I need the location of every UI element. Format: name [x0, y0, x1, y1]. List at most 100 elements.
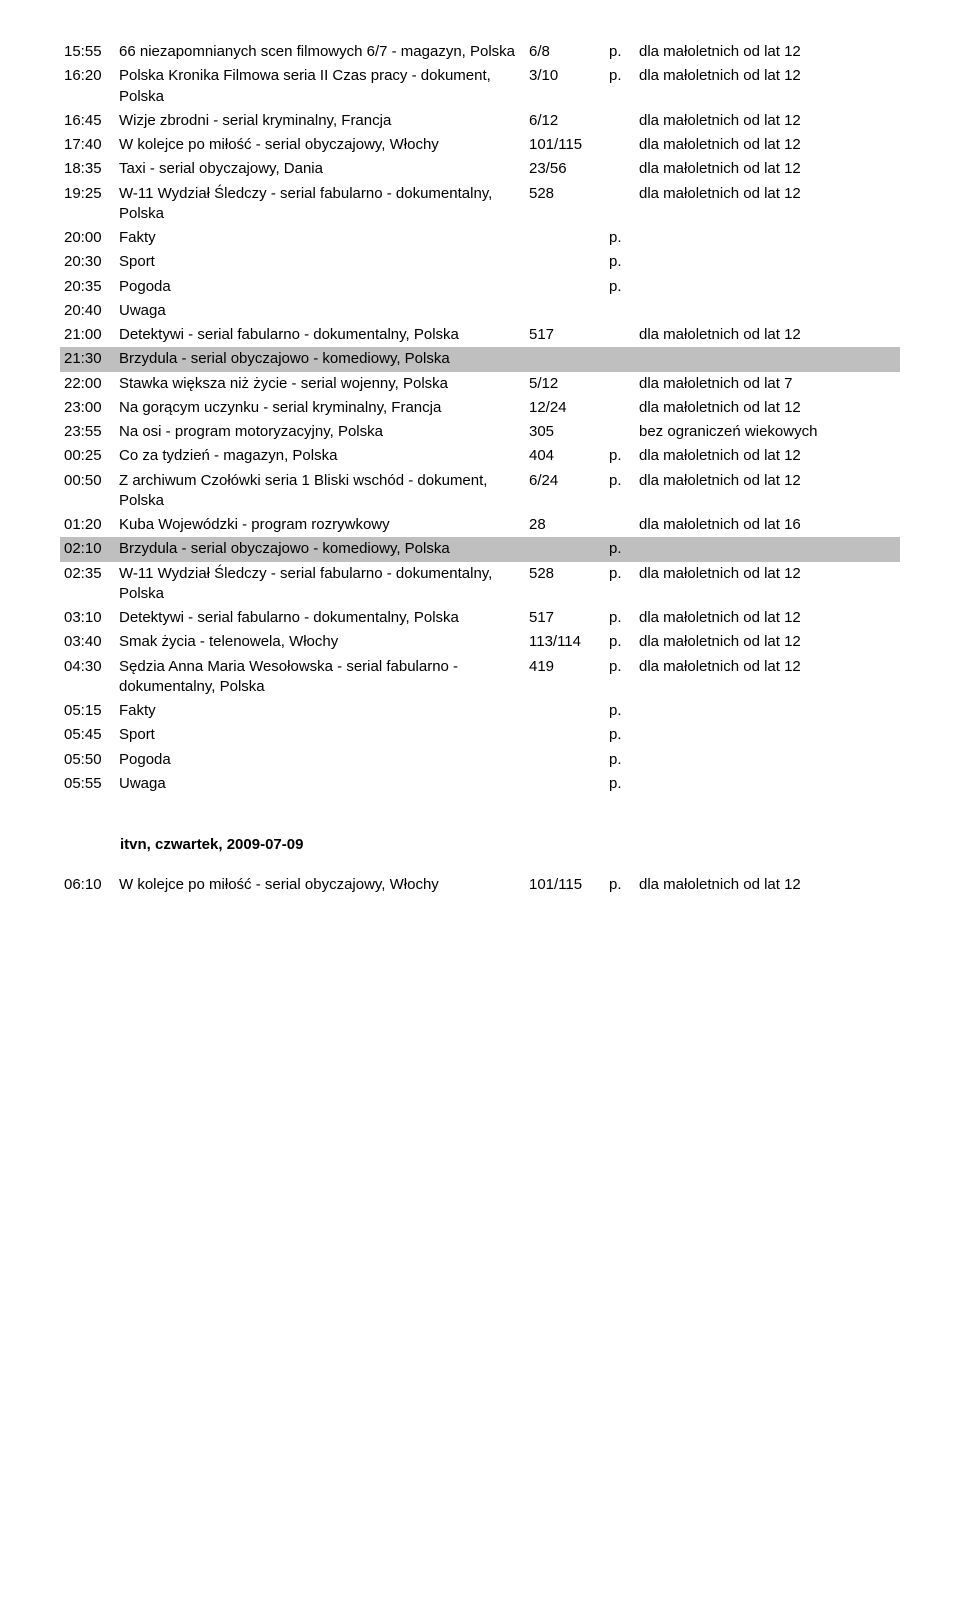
- rating-cell: [635, 347, 900, 371]
- time-cell: 15:55: [60, 40, 115, 64]
- rating-cell: dla małoletnich od lat 7: [635, 372, 900, 396]
- episode-cell: 528: [525, 562, 605, 607]
- premiere-flag-cell: p.: [605, 275, 635, 299]
- premiere-flag-cell: p.: [605, 699, 635, 723]
- schedule-row: 15:5566 niezapomnianych scen filmowych 6…: [60, 40, 900, 64]
- premiere-flag-cell: p.: [605, 748, 635, 772]
- rating-cell: dla małoletnich od lat 12: [635, 396, 900, 420]
- rating-cell: [635, 299, 900, 323]
- title-cell: 66 niezapomnianych scen filmowych 6/7 - …: [115, 40, 525, 64]
- premiere-flag-cell: [605, 157, 635, 181]
- title-cell: Na gorącym uczynku - serial kryminalny, …: [115, 396, 525, 420]
- rating-cell: dla małoletnich od lat 12: [635, 40, 900, 64]
- schedule-row: 16:45Wizje zbrodni - serial kryminalny, …: [60, 109, 900, 133]
- episode-cell: [525, 772, 605, 796]
- premiere-flag-cell: p.: [605, 250, 635, 274]
- episode-cell: 305: [525, 420, 605, 444]
- schedule-row: 00:50Z archiwum Czołówki seria 1 Bliski …: [60, 469, 900, 514]
- schedule-row: 23:55Na osi - program motoryzacyjny, Pol…: [60, 420, 900, 444]
- episode-cell: [525, 347, 605, 371]
- title-cell: W kolejce po miłość - serial obyczajowy,…: [115, 873, 525, 897]
- schedule-row: 20:30Sportp.: [60, 250, 900, 274]
- rating-cell: dla małoletnich od lat 12: [635, 606, 900, 630]
- premiere-flag-cell: [605, 133, 635, 157]
- title-cell: W-11 Wydział Śledczy - serial fabularno …: [115, 562, 525, 607]
- premiere-flag-cell: [605, 109, 635, 133]
- episode-cell: [525, 699, 605, 723]
- schedule-row: 18:35Taxi - serial obyczajowy, Dania23/5…: [60, 157, 900, 181]
- rating-cell: [635, 537, 900, 561]
- episode-cell: 3/10: [525, 64, 605, 109]
- episode-cell: 528: [525, 182, 605, 227]
- title-cell: Pogoda: [115, 748, 525, 772]
- time-cell: 05:45: [60, 723, 115, 747]
- premiere-flag-cell: [605, 396, 635, 420]
- title-cell: Stawka większa niż życie - serial wojenn…: [115, 372, 525, 396]
- rating-cell: [635, 699, 900, 723]
- time-cell: 00:25: [60, 444, 115, 468]
- schedule-row: 17:40W kolejce po miłość - serial obycza…: [60, 133, 900, 157]
- schedule-row: 22:00Stawka większa niż życie - serial w…: [60, 372, 900, 396]
- time-cell: 20:40: [60, 299, 115, 323]
- time-cell: 21:00: [60, 323, 115, 347]
- episode-cell: 23/56: [525, 157, 605, 181]
- title-cell: Smak życia - telenowela, Włochy: [115, 630, 525, 654]
- rating-cell: dla małoletnich od lat 12: [635, 64, 900, 109]
- schedule-row: 02:35W-11 Wydział Śledczy - serial fabul…: [60, 562, 900, 607]
- title-cell: Brzydula - serial obyczajowo - komediowy…: [115, 347, 525, 371]
- title-cell: Polska Kronika Filmowa seria II Czas pra…: [115, 64, 525, 109]
- schedule-row: 21:00Detektywi - serial fabularno - doku…: [60, 323, 900, 347]
- schedule-row: 23:00Na gorącym uczynku - serial krymina…: [60, 396, 900, 420]
- time-cell: 21:30: [60, 347, 115, 371]
- title-cell: W-11 Wydział Śledczy - serial fabularno …: [115, 182, 525, 227]
- title-cell: Co za tydzień - magazyn, Polska: [115, 444, 525, 468]
- episode-cell: 517: [525, 323, 605, 347]
- rating-cell: dla małoletnich od lat 12: [635, 444, 900, 468]
- time-cell: 16:45: [60, 109, 115, 133]
- schedule-row: 01:20Kuba Wojewódzki - program rozrywkow…: [60, 513, 900, 537]
- time-cell: 06:10: [60, 873, 115, 897]
- premiere-flag-cell: [605, 372, 635, 396]
- rating-cell: dla małoletnich od lat 12: [635, 133, 900, 157]
- title-cell: Sędzia Anna Maria Wesołowska - serial fa…: [115, 655, 525, 700]
- schedule-row: 06:10W kolejce po miłość - serial obycza…: [60, 873, 900, 897]
- schedule-row: 02:10Brzydula - serial obyczajowo - kome…: [60, 537, 900, 561]
- time-cell: 00:50: [60, 469, 115, 514]
- title-cell: Detektywi - serial fabularno - dokumenta…: [115, 606, 525, 630]
- episode-cell: 6/12: [525, 109, 605, 133]
- title-cell: Fakty: [115, 699, 525, 723]
- time-cell: 16:20: [60, 64, 115, 109]
- time-cell: 04:30: [60, 655, 115, 700]
- episode-cell: 6/24: [525, 469, 605, 514]
- rating-cell: [635, 772, 900, 796]
- premiere-flag-cell: p.: [605, 655, 635, 700]
- rating-cell: dla małoletnich od lat 16: [635, 513, 900, 537]
- premiere-flag-cell: p.: [605, 444, 635, 468]
- premiere-flag-cell: p.: [605, 537, 635, 561]
- episode-cell: 5/12: [525, 372, 605, 396]
- episode-cell: 517: [525, 606, 605, 630]
- rating-cell: dla małoletnich od lat 12: [635, 873, 900, 897]
- title-cell: Z archiwum Czołówki seria 1 Bliski wschó…: [115, 469, 525, 514]
- schedule-row: 19:25W-11 Wydział Śledczy - serial fabul…: [60, 182, 900, 227]
- schedule-row: 20:40Uwaga: [60, 299, 900, 323]
- time-cell: 23:00: [60, 396, 115, 420]
- schedule-row: 03:10Detektywi - serial fabularno - doku…: [60, 606, 900, 630]
- premiere-flag-cell: p.: [605, 723, 635, 747]
- title-cell: Detektywi - serial fabularno - dokumenta…: [115, 323, 525, 347]
- rating-cell: dla małoletnich od lat 12: [635, 157, 900, 181]
- schedule-row: 16:20Polska Kronika Filmowa seria II Cza…: [60, 64, 900, 109]
- premiere-flag-cell: p.: [605, 630, 635, 654]
- title-cell: Taxi - serial obyczajowy, Dania: [115, 157, 525, 181]
- schedule-row: 20:00Faktyp.: [60, 226, 900, 250]
- time-cell: 05:15: [60, 699, 115, 723]
- episode-cell: [525, 250, 605, 274]
- rating-cell: [635, 226, 900, 250]
- page: 15:5566 niezapomnianych scen filmowych 6…: [0, 0, 960, 937]
- schedule-row: 03:40Smak życia - telenowela, Włochy113/…: [60, 630, 900, 654]
- time-cell: 20:00: [60, 226, 115, 250]
- time-cell: 05:55: [60, 772, 115, 796]
- premiere-flag-cell: p.: [605, 469, 635, 514]
- rating-cell: dla małoletnich od lat 12: [635, 182, 900, 227]
- title-cell: Uwaga: [115, 299, 525, 323]
